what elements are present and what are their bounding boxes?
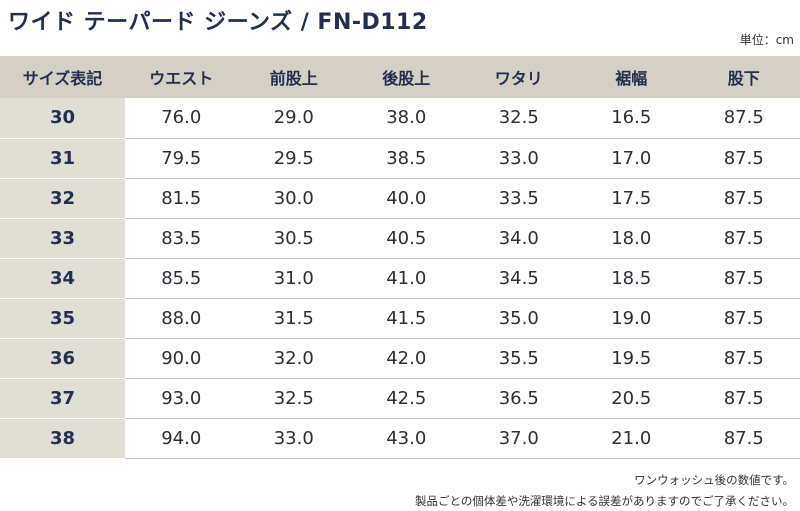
table-row: 32 81.5 30.0 40.0 33.5 17.5 87.5 <box>0 178 800 219</box>
measurement-cell: 20.5 <box>575 378 688 419</box>
measurement-cell: 81.5 <box>125 178 238 219</box>
size-cell: 34 <box>0 258 125 299</box>
measurement-cell: 32.5 <box>462 98 575 139</box>
table-row: 38 94.0 33.0 43.0 37.0 21.0 87.5 <box>0 418 800 459</box>
note-wash: ワンウォッシュ後の数値です。 <box>634 473 794 487</box>
measurement-cell: 85.5 <box>125 258 238 299</box>
table-row: 30 76.0 29.0 38.0 32.5 16.5 87.5 <box>0 98 800 139</box>
size-cell: 33 <box>0 218 125 259</box>
size-cell: 30 <box>0 98 125 139</box>
measurement-cell: 43.0 <box>350 418 463 459</box>
measurement-cell: 21.0 <box>575 418 688 459</box>
measurement-cell: 32.0 <box>237 338 350 379</box>
measurement-cell: 33.5 <box>462 178 575 219</box>
measurement-cell: 34.0 <box>462 218 575 259</box>
table-header-row: サイズ表記 ウエスト 前股上 後股上 ワタリ 裾幅 股下 <box>0 56 800 98</box>
measurement-cell: 87.5 <box>687 138 800 179</box>
size-chart-table: サイズ表記 ウエスト 前股上 後股上 ワタリ 裾幅 股下 30 76.0 29.0 3… <box>0 56 800 459</box>
header-hem-width: 裾幅 <box>575 56 688 98</box>
measurement-cell: 30.0 <box>237 178 350 219</box>
table-row: 37 93.0 32.5 42.5 36.5 20.5 87.5 <box>0 378 800 419</box>
measurement-cell: 38.5 <box>350 138 463 179</box>
table-row: 34 85.5 31.0 41.0 34.5 18.5 87.5 <box>0 258 800 299</box>
measurement-cell: 87.5 <box>687 218 800 259</box>
header-back-rise: 後股上 <box>350 56 463 98</box>
table-row: 36 90.0 32.0 42.0 35.5 19.5 87.5 <box>0 338 800 379</box>
measurement-cell: 17.0 <box>575 138 688 179</box>
size-cell: 31 <box>0 138 125 179</box>
measurement-cell: 93.0 <box>125 378 238 419</box>
header-waist: ウエスト <box>125 56 238 98</box>
size-cell: 37 <box>0 378 125 419</box>
measurement-cell: 76.0 <box>125 98 238 139</box>
measurement-cell: 79.5 <box>125 138 238 179</box>
measurement-cell: 41.0 <box>350 258 463 299</box>
measurement-cell: 40.5 <box>350 218 463 259</box>
page-title: ワイド テーパード ジーンズ / FN-D112 <box>8 10 428 35</box>
measurement-cell: 33.0 <box>237 418 350 459</box>
measurement-cell: 17.5 <box>575 178 688 219</box>
measurement-cell: 18.5 <box>575 258 688 299</box>
measurement-cell: 31.5 <box>237 298 350 339</box>
measurement-cell: 30.5 <box>237 218 350 259</box>
header-front-rise: 前股上 <box>237 56 350 98</box>
unit-label: 単位：cm <box>739 33 794 47</box>
size-cell: 32 <box>0 178 125 219</box>
size-cell: 38 <box>0 418 125 459</box>
measurement-cell: 29.5 <box>237 138 350 179</box>
measurement-cell: 31.0 <box>237 258 350 299</box>
measurement-cell: 16.5 <box>575 98 688 139</box>
measurement-cell: 29.0 <box>237 98 350 139</box>
measurement-cell: 19.0 <box>575 298 688 339</box>
measurement-cell: 40.0 <box>350 178 463 219</box>
measurement-cell: 19.5 <box>575 338 688 379</box>
measurement-cell: 90.0 <box>125 338 238 379</box>
measurement-cell: 36.5 <box>462 378 575 419</box>
measurement-cell: 34.5 <box>462 258 575 299</box>
measurement-cell: 87.5 <box>687 338 800 379</box>
table-row: 33 83.5 30.5 40.5 34.0 18.0 87.5 <box>0 218 800 259</box>
measurement-cell: 87.5 <box>687 98 800 139</box>
measurement-cell: 87.5 <box>687 298 800 339</box>
measurement-cell: 41.5 <box>350 298 463 339</box>
header-thigh: ワタリ <box>462 56 575 98</box>
measurement-cell: 38.0 <box>350 98 463 139</box>
table-row: 31 79.5 29.5 38.5 33.0 17.0 87.5 <box>0 138 800 179</box>
measurement-cell: 33.0 <box>462 138 575 179</box>
measurement-cell: 87.5 <box>687 378 800 419</box>
size-cell: 36 <box>0 338 125 379</box>
measurement-cell: 94.0 <box>125 418 238 459</box>
table-row: 35 88.0 31.5 41.5 35.0 19.0 87.5 <box>0 298 800 339</box>
note-variance: 製品ごとの個体差や洗濯環境による誤差がありますのでご了承ください。 <box>414 494 794 508</box>
measurement-cell: 83.5 <box>125 218 238 259</box>
measurement-cell: 87.5 <box>687 178 800 219</box>
table-body: 30 76.0 29.0 38.0 32.5 16.5 87.5 31 79.5 29.5 38.5… <box>0 98 800 459</box>
measurement-cell: 37.0 <box>462 418 575 459</box>
measurement-cell: 32.5 <box>237 378 350 419</box>
measurement-cell: 42.0 <box>350 338 463 379</box>
measurement-cell: 88.0 <box>125 298 238 339</box>
measurement-cell: 87.5 <box>687 258 800 299</box>
header-inseam: 股下 <box>687 56 800 98</box>
measurement-cell: 18.0 <box>575 218 688 259</box>
measurement-cell: 35.0 <box>462 298 575 339</box>
header-size: サイズ表記 <box>0 56 125 98</box>
measurement-cell: 87.5 <box>687 418 800 459</box>
measurement-cell: 42.5 <box>350 378 463 419</box>
size-cell: 35 <box>0 298 125 339</box>
measurement-cell: 35.5 <box>462 338 575 379</box>
